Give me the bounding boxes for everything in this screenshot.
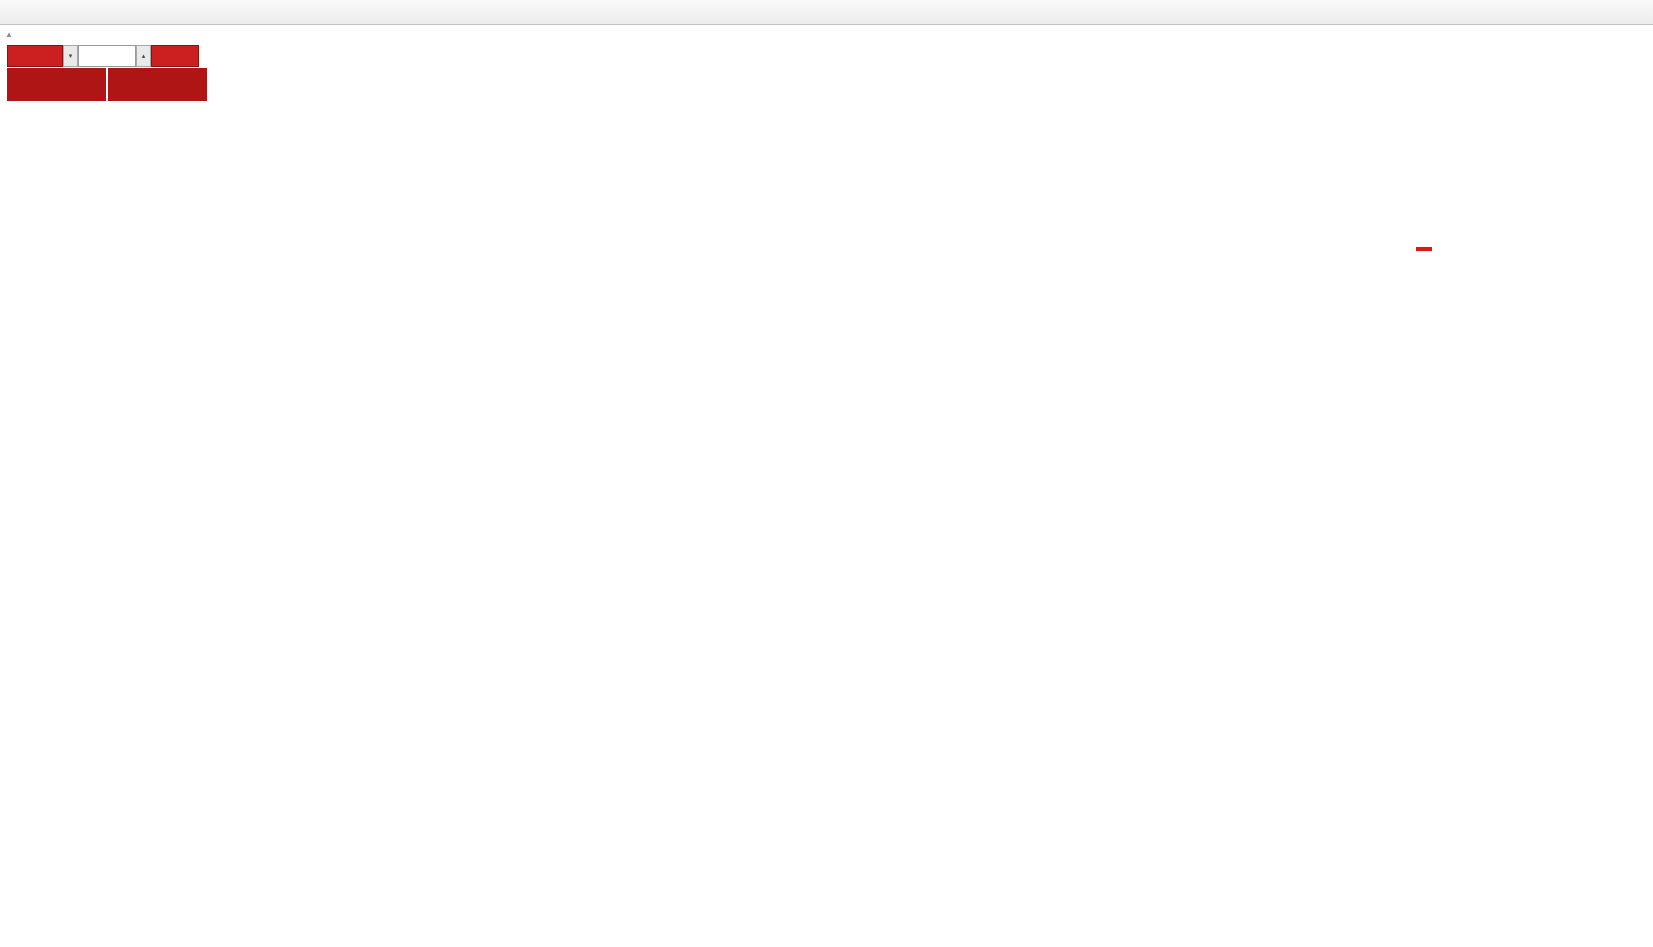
collapse-triangle-icon[interactable]: ▲ — [5, 30, 13, 39]
chart-title-bar: ▲ — [5, 28, 23, 40]
sell-button[interactable] — [7, 45, 63, 67]
volume-increase-button[interactable]: ▴ — [136, 45, 151, 67]
volume-decrease-button[interactable]: ▾ — [63, 45, 78, 67]
buy-price-panel[interactable] — [108, 68, 207, 101]
toolbar — [0, 0, 1653, 25]
buy-button[interactable] — [151, 45, 199, 67]
one-click-trading-panel: ▾ ▴ — [7, 45, 209, 101]
chart-canvas[interactable] — [0, 25, 1653, 947]
sell-price-panel[interactable] — [7, 68, 106, 101]
volume-input[interactable] — [78, 45, 136, 67]
price-level-tag[interactable] — [1416, 247, 1432, 251]
